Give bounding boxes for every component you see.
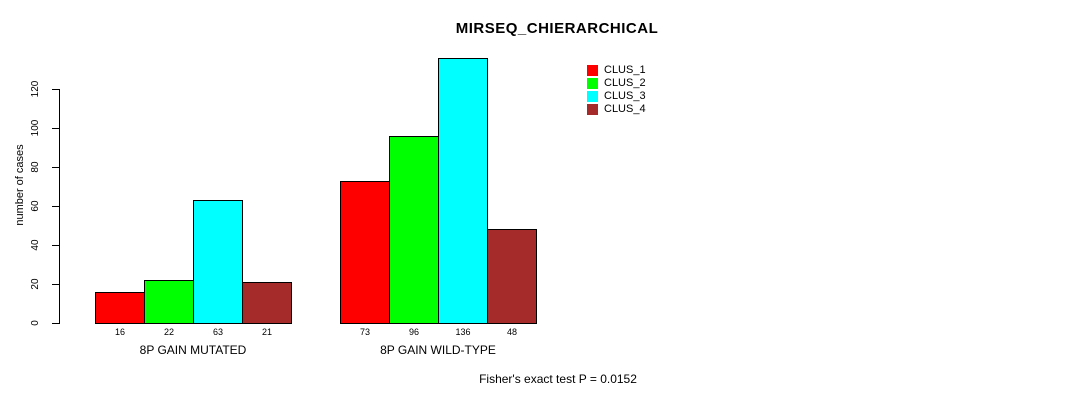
legend-label: CLUS_2	[604, 76, 646, 89]
y-axis-tick	[52, 323, 59, 324]
fisher-test-annotation: Fisher's exact test P = 0.0152	[479, 372, 637, 386]
legend-item-clus_4: CLUS_4	[587, 103, 646, 115]
y-axis-tick	[52, 284, 59, 285]
bar-clus_3	[438, 58, 488, 324]
bar-value-label: 22	[163, 327, 174, 337]
bar-clus_1	[340, 181, 390, 324]
bar-value-label: 73	[359, 327, 370, 337]
bar-clus_1	[95, 292, 145, 324]
bar-value-label: 48	[506, 327, 517, 337]
bar-clus_4	[487, 229, 537, 324]
legend-item-clus_3: CLUS_3	[587, 90, 646, 102]
y-axis-tick	[52, 167, 59, 168]
y-axis-line	[59, 89, 60, 324]
y-axis-tick	[52, 206, 59, 207]
y-axis-tick	[52, 128, 59, 129]
bar-clus_3	[193, 200, 243, 324]
legend-item-clus_2: CLUS_2	[587, 77, 646, 89]
legend-swatch-clus_4	[587, 103, 598, 115]
bar-clus_4	[242, 282, 292, 324]
bar-value-label: 16	[114, 327, 125, 337]
bar-value-label: 21	[261, 327, 272, 337]
legend: CLUS_1 CLUS_2 CLUS_3 CLUS_4	[587, 64, 646, 116]
legend-swatch-clus_1	[587, 64, 598, 76]
y-axis-tick	[52, 89, 59, 90]
chart-title: MIRSEQ_CHIERARCHICAL	[455, 20, 659, 37]
legend-label: CLUS_4	[604, 102, 646, 115]
legend-label: CLUS_3	[604, 89, 646, 102]
category-label: 8P GAIN MUTATED	[139, 343, 247, 357]
bar-value-label: 136	[455, 327, 471, 337]
legend-label: CLUS_1	[604, 63, 646, 76]
bar-value-label: 96	[408, 327, 419, 337]
bar-clus_2	[389, 136, 439, 324]
bar-clus_2	[144, 280, 194, 324]
y-axis-tick	[52, 245, 59, 246]
legend-swatch-clus_3	[587, 90, 598, 102]
legend-swatch-clus_2	[587, 77, 598, 89]
bar-value-label: 63	[212, 327, 223, 337]
y-axis-tick-label: 120	[30, 80, 41, 98]
category-label: 8P GAIN WILD-TYPE	[380, 343, 496, 357]
legend-item-clus_1: CLUS_1	[587, 64, 646, 76]
